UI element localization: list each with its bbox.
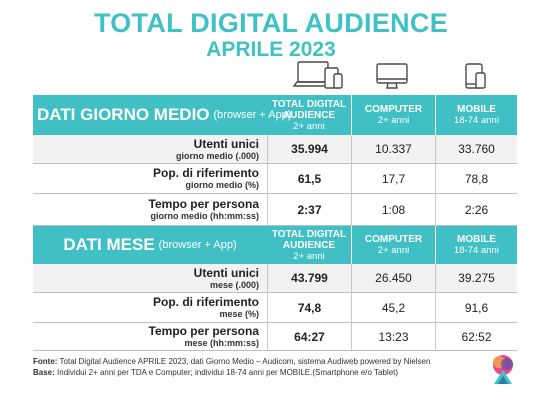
row-label-sub: mese (.000)	[209, 279, 259, 290]
column-header-sub: 18-74 anni	[454, 245, 499, 256]
column-header-computer: COMPUTER 2+ anni	[351, 95, 435, 135]
value-mobile: 33.760	[458, 142, 495, 156]
column-header-computer: COMPUTER 2+ anni	[351, 226, 435, 264]
section-header-mese: DATI MESE (browser + App) TOTAL DIGITAL …	[33, 226, 517, 264]
computer-monitor-icon	[376, 63, 408, 89]
row-label: Utenti unici giorno medio (.000)	[33, 135, 267, 163]
footnote-source-text: Total Digital Audience APRILE 2023, dati…	[59, 357, 431, 366]
row-label: Tempo per persona mese (hh:mm:ss)	[33, 323, 267, 350]
column-header-sub: 18-74 anni	[454, 115, 499, 126]
column-header-label: TOTAL DIGITAL AUDIENCE	[271, 98, 347, 121]
value-tda: 64:27	[294, 329, 325, 344]
page-subtitle: APRILE 2023	[206, 38, 336, 61]
row-label-main: Pop. di riferimento	[152, 166, 259, 180]
value-mobile: 91,6	[464, 300, 489, 315]
column-header-mobile: MOBILE 18-74 anni	[435, 95, 517, 135]
column-header-label: COMPUTER	[364, 104, 423, 115]
value-computer: 26.450	[375, 271, 412, 285]
table-row: Pop. di riferimento mese (%) 74,8 45,2 9…	[33, 293, 517, 323]
value-mobile: 78,8	[464, 171, 489, 186]
column-header-sub: 2+ anni	[377, 115, 410, 126]
column-header-tda: TOTAL DIGITAL AUDIENCE 2+ anni	[267, 226, 351, 264]
multi-device-icon	[292, 61, 343, 89]
row-label-sub: giorno medio (hh:mm:ss)	[150, 211, 260, 221]
value-computer: 10.337	[375, 142, 412, 156]
value-tda: 43.799	[291, 271, 328, 285]
row-label: Tempo per persona giorno medio (hh:mm:ss…	[33, 194, 267, 225]
audicom-logo-icon	[493, 355, 513, 384]
table-row: Utenti unici mese (.000) 43.799 26.450 3…	[33, 264, 517, 293]
column-header-label: TOTAL DIGITAL AUDIENCE	[271, 228, 347, 251]
table-row: Tempo per persona giorno medio (hh:mm:ss…	[33, 194, 517, 226]
value-mobile: 39.275	[458, 271, 495, 285]
value-computer: 13:23	[378, 329, 409, 344]
row-label-sub: mese (hh:mm:ss)	[184, 338, 259, 348]
section-title: DATI MESE (browser + App)	[33, 226, 267, 264]
row-label-sub: giorno medio (.000)	[175, 150, 259, 161]
table-row: Utenti unici giorno medio (.000) 35.994 …	[33, 135, 517, 164]
value-computer: 17,7	[381, 171, 406, 186]
column-header-sub: 2+ anni	[377, 245, 410, 256]
section-subtitle: (browser + App)	[158, 239, 237, 251]
footnote-source: Fonte: Total Digital Audience APRILE 202…	[33, 357, 430, 366]
row-label-sub: giorno medio (%)	[185, 180, 260, 190]
value-tda: 35.994	[291, 142, 328, 156]
section-title: DATI GIORNO MEDIO (browser + App)	[37, 95, 291, 135]
section-subtitle: (browser + App)	[213, 109, 292, 121]
footnote-source-label: Fonte:	[33, 357, 58, 366]
section-header-giorno-medio: DATI GIORNO MEDIO (browser + App) TOTAL …	[33, 95, 517, 135]
column-header-sub: 2+ anni	[293, 120, 325, 132]
row-label-main: Utenti unici	[193, 265, 259, 280]
mobile-devices-icon	[465, 63, 486, 89]
table-row: Pop. di riferimento giorno medio (%) 61,…	[33, 164, 517, 194]
row-label-main: Tempo per persona	[148, 197, 259, 211]
footnote-base-label: Base:	[33, 368, 55, 377]
column-header-label: MOBILE	[457, 104, 496, 115]
value-computer: 45,2	[381, 300, 406, 315]
section-title-text: DATI MESE	[63, 235, 155, 254]
row-label: Pop. di riferimento mese (%)	[33, 293, 267, 322]
column-header-label: COMPUTER	[364, 234, 423, 245]
column-header-label: MOBILE	[457, 234, 496, 245]
footnote-base-text: Individui 2+ anni per TDA e Computer; in…	[57, 368, 399, 377]
section-title-text: DATI GIORNO MEDIO	[37, 105, 210, 124]
value-mobile: 62:52	[461, 329, 492, 344]
footnote-base: Base: Individui 2+ anni per TDA e Comput…	[33, 368, 398, 377]
value-tda: 74,8	[297, 300, 322, 315]
value-mobile: 2:26	[464, 202, 489, 217]
value-tda: 2:37	[297, 202, 322, 217]
row-label-main: Utenti unici	[193, 136, 259, 151]
row-label: Utenti unici mese (.000)	[33, 264, 267, 292]
column-header-tda: TOTAL DIGITAL AUDIENCE 2+ anni	[267, 95, 351, 135]
row-label-sub: mese (%)	[219, 309, 259, 319]
column-header-mobile: MOBILE 18-74 anni	[435, 226, 517, 264]
value-tda: 61,5	[297, 171, 322, 186]
row-label-main: Pop. di riferimento	[152, 295, 259, 309]
row-label: Pop. di riferimento giorno medio (%)	[33, 164, 267, 193]
column-header-sub: 2+ anni	[293, 250, 325, 262]
table-row: Tempo per persona mese (hh:mm:ss) 64:27 …	[33, 323, 517, 351]
row-label-main: Tempo per persona	[148, 324, 259, 338]
page-title: TOTAL DIGITAL AUDIENCE	[93, 8, 449, 38]
value-computer: 1:08	[381, 202, 406, 217]
